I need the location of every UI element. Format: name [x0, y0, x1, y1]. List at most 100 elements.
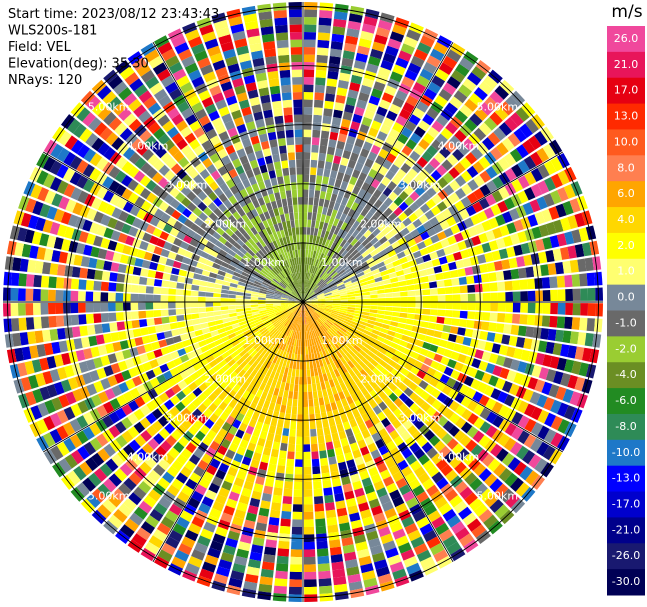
- velocity-cell: [69, 171, 82, 186]
- velocity-cell: [373, 559, 388, 570]
- velocity-cell: [324, 306, 333, 310]
- velocity-cell: [248, 275, 257, 281]
- velocity-cell: [472, 391, 484, 403]
- velocity-cell: [331, 311, 339, 316]
- velocity-cell: [504, 280, 513, 291]
- velocity-cell: [112, 102, 127, 116]
- velocity-cell: [388, 464, 400, 476]
- velocity-cell: [307, 290, 313, 297]
- velocity-cell: [273, 161, 282, 170]
- velocity-cell: [184, 345, 194, 354]
- velocity-cell: [385, 547, 399, 559]
- velocity-cell: [141, 148, 154, 161]
- colorbar: m/s26.021.017.013.010.08.06.04.02.01.00.…: [607, 2, 645, 596]
- velocity-cell: [520, 242, 531, 255]
- velocity-cell: [83, 441, 97, 456]
- velocity-cell: [140, 327, 149, 336]
- velocity-cell: [284, 252, 289, 260]
- velocity-cell: [243, 296, 251, 299]
- velocity-cell: [140, 521, 155, 535]
- velocity-cell: [303, 309, 305, 317]
- velocity-cell: [67, 377, 79, 390]
- velocity-cell: [252, 537, 265, 547]
- velocity-cell: [303, 459, 311, 467]
- velocity-cell: [317, 435, 325, 444]
- velocity-cell: [142, 232, 152, 243]
- velocity-cell: [144, 541, 160, 555]
- velocity-cell: [178, 48, 193, 61]
- velocity-cell: [397, 459, 409, 471]
- velocity-cell: [319, 404, 326, 413]
- velocity-cell: [405, 138, 417, 150]
- velocity-cell: [353, 265, 362, 272]
- velocity-cell: [369, 286, 377, 292]
- velocity-cell: [318, 397, 325, 406]
- velocity-cell: [377, 298, 386, 302]
- velocity-cell: [136, 448, 149, 461]
- velocity-cell: [261, 492, 272, 502]
- velocity-cell: [236, 311, 245, 316]
- velocity-cell: [360, 207, 369, 217]
- velocity-cell: [318, 327, 324, 335]
- velocity-cell: [110, 230, 121, 241]
- velocity-cell: [298, 391, 303, 400]
- velocity-cell: [303, 234, 307, 243]
- velocity-cell: [57, 264, 66, 276]
- velocity-cell: [431, 337, 441, 346]
- velocity-cell: [328, 268, 335, 276]
- velocity-cell: [257, 514, 269, 525]
- velocity-cell: [433, 223, 443, 234]
- velocity-cell: [373, 113, 385, 124]
- velocity-cell: [276, 348, 282, 357]
- velocity-cell: [198, 413, 209, 424]
- velocity-cell: [245, 169, 255, 179]
- velocity-cell: [310, 368, 315, 377]
- velocity-cell: [361, 23, 376, 34]
- velocity-cell: [212, 364, 222, 373]
- velocity-cell: [387, 413, 397, 423]
- velocity-cell: [249, 435, 259, 445]
- velocity-cell: [157, 177, 169, 189]
- velocity-cell: [288, 304, 296, 308]
- velocity-cell: [374, 421, 385, 432]
- velocity-cell: [459, 434, 472, 447]
- velocity-cell: [306, 316, 309, 324]
- velocity-cell: [201, 561, 217, 573]
- velocity-cell: [352, 480, 363, 491]
- velocity-cell: [103, 260, 113, 271]
- velocity-cell: [196, 367, 206, 377]
- velocity-cell: [447, 235, 457, 245]
- velocity-cell: [313, 197, 319, 206]
- velocity-cell: [183, 283, 192, 290]
- velocity-cell: [430, 360, 440, 370]
- velocity-cell: [426, 267, 435, 275]
- velocity-cell: [314, 243, 319, 252]
- velocity-cell: [284, 277, 290, 285]
- velocity-cell: [224, 240, 233, 249]
- velocity-cell: [281, 270, 287, 278]
- velocity-cell: [490, 443, 503, 457]
- velocity-cell: [327, 280, 335, 286]
- velocity-cell: [342, 544, 355, 554]
- velocity-cell: [207, 254, 216, 262]
- velocity-cell: [485, 166, 498, 179]
- velocity-cell: [204, 554, 219, 566]
- velocity-cell: [342, 150, 352, 160]
- velocity-cell: [410, 366, 420, 376]
- velocity-cell: [458, 319, 467, 328]
- velocity-cell: [184, 320, 193, 327]
- velocity-cell: [427, 322, 437, 330]
- velocity-cell: [315, 360, 321, 368]
- velocity-cell: [270, 317, 278, 323]
- velocity-cell: [314, 352, 319, 361]
- velocity-cell: [119, 463, 133, 477]
- velocity-cell: [530, 422, 544, 437]
- velocity-cell: [213, 297, 221, 302]
- velocity-cell: [579, 273, 588, 287]
- velocity-cell: [163, 223, 173, 234]
- velocity-cell: [116, 197, 128, 210]
- velocity-cell: [223, 218, 233, 228]
- velocity-cell: [266, 263, 273, 271]
- velocity-cell: [331, 335, 338, 343]
- velocity-cell: [212, 501, 225, 512]
